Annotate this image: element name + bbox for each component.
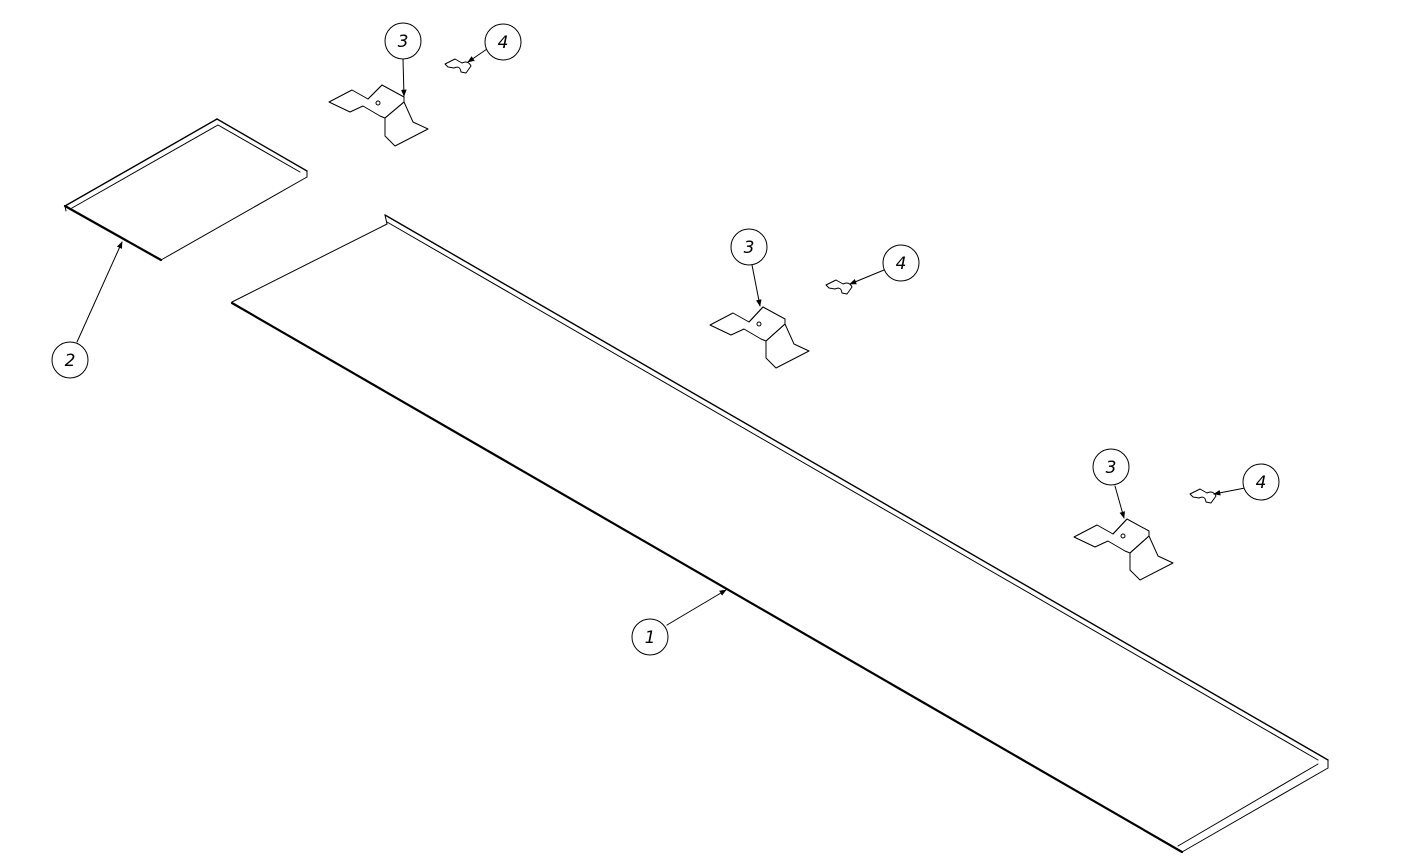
balloon-2: 2 <box>51 341 89 379</box>
part-4-clip-a <box>444 58 472 74</box>
leader-3b <box>751 264 762 307</box>
leader-4c <box>1213 487 1246 496</box>
part-1-base-panel <box>230 214 1329 854</box>
balloon-4a-label: 4 <box>498 33 509 53</box>
part-4-clip-c <box>1189 488 1217 504</box>
balloon-3c: 3 <box>1092 448 1130 486</box>
balloon-3b: 3 <box>730 228 768 266</box>
balloon-3c-label: 3 <box>1106 458 1117 478</box>
leader-4a <box>467 48 488 63</box>
part-3-bracket-a <box>328 84 429 147</box>
balloon-1: 1 <box>631 618 669 656</box>
balloon-1-label: 1 <box>645 628 656 648</box>
balloon-3a: 3 <box>384 22 422 60</box>
balloon-4c: 4 <box>1242 463 1280 501</box>
leader-3a <box>401 58 407 97</box>
leader-3c <box>1114 485 1125 519</box>
part-4-clip-b <box>825 279 853 295</box>
balloon-4b-label: 4 <box>896 254 907 274</box>
part-3-bracket-c <box>1073 518 1174 581</box>
balloon-4c-label: 4 <box>1256 473 1267 493</box>
part-3-bracket-b <box>709 306 810 369</box>
leader-4b <box>849 269 885 285</box>
balloon-4b: 4 <box>882 244 920 282</box>
balloon-3b-label: 3 <box>744 238 755 258</box>
part-2-tray <box>63 118 308 262</box>
leader-2 <box>76 241 123 343</box>
leader-lines <box>76 48 1246 626</box>
balloon-4a: 4 <box>484 23 522 61</box>
balloon-3a-label: 3 <box>398 32 409 52</box>
balloon-2-label: 2 <box>65 351 76 371</box>
leader-1 <box>666 589 727 626</box>
